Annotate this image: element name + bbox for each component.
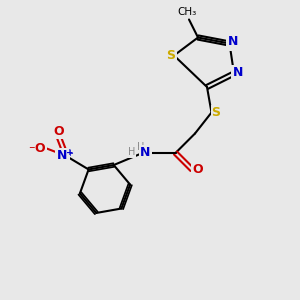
Text: O: O [193, 163, 203, 176]
Text: H: H [128, 147, 136, 158]
Text: N: N [232, 65, 243, 79]
Text: O: O [192, 163, 203, 176]
Text: N: N [227, 37, 238, 50]
Text: +: + [66, 148, 74, 158]
Text: N: N [56, 149, 67, 163]
Text: O: O [53, 124, 64, 137]
Text: CH₃: CH₃ [178, 7, 197, 17]
Text: N: N [140, 146, 151, 160]
Text: O: O [53, 124, 64, 137]
Text: N: N [232, 67, 242, 80]
Text: +: + [66, 149, 73, 158]
Text: S: S [213, 106, 222, 119]
Text: N: N [58, 149, 68, 163]
Text: O: O [193, 163, 203, 176]
Text: N: N [232, 67, 242, 80]
Text: ⁻: ⁻ [33, 145, 39, 158]
Text: S: S [167, 49, 176, 62]
Text: N: N [227, 37, 238, 50]
Text: ⁻: ⁻ [28, 144, 34, 158]
Text: S: S [167, 49, 176, 62]
Text: N: N [140, 146, 150, 159]
Text: S: S [212, 106, 220, 119]
Text: N: N [58, 149, 68, 163]
Text: CH₃: CH₃ [179, 8, 199, 19]
Text: N: N [228, 35, 238, 49]
Text: O: O [35, 142, 46, 155]
Text: H: H [137, 142, 145, 152]
Text: O: O [53, 125, 64, 139]
Text: O: O [35, 142, 45, 155]
Text: S: S [167, 49, 176, 62]
Text: S: S [213, 106, 222, 119]
Text: O: O [35, 142, 46, 155]
Text: N: N [140, 146, 151, 160]
